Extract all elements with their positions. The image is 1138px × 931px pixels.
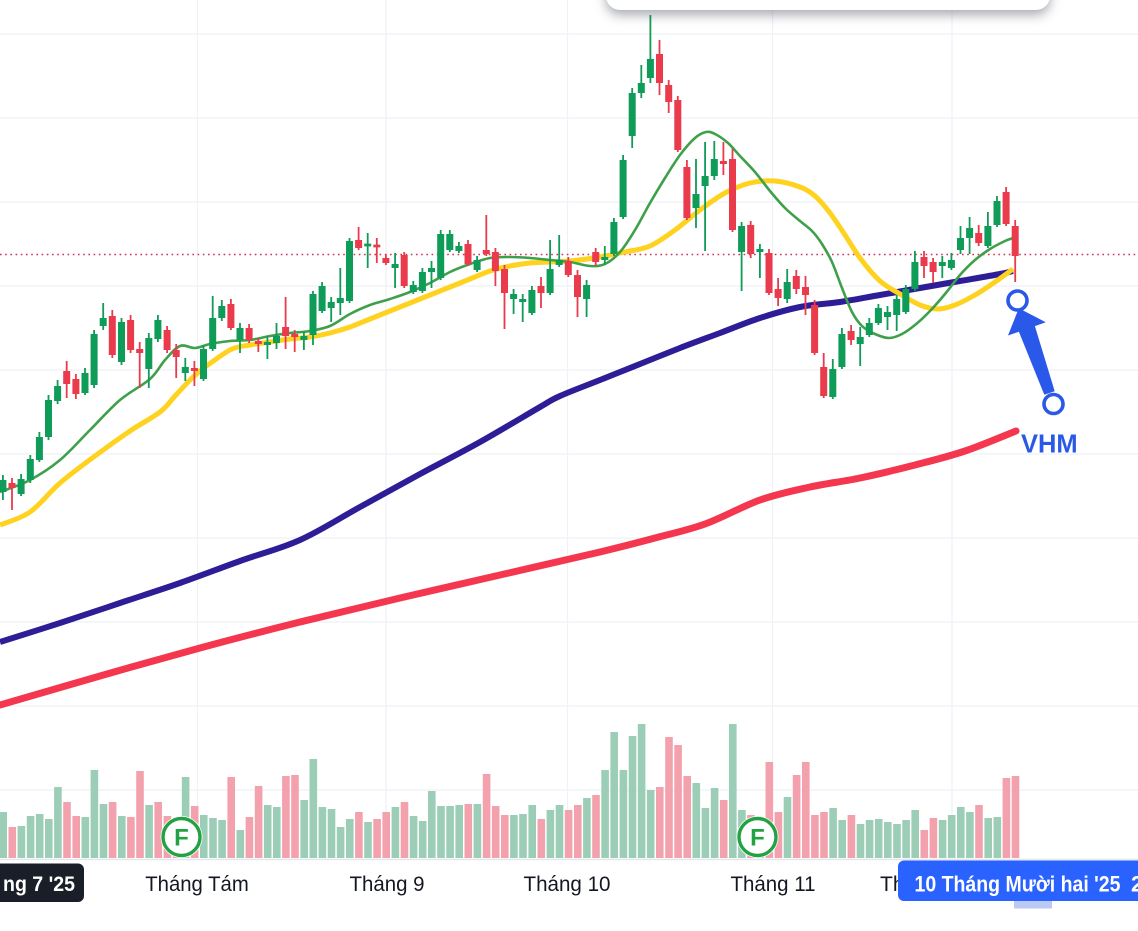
svg-text:F: F [174,825,189,852]
svg-text:F: F [750,825,765,852]
svg-text:Tháng 11: Tháng 11 [731,873,816,896]
svg-text:10 Tháng Mười hai '25: 10 Tháng Mười hai '25 [915,872,1121,897]
svg-text:Tháng Tám: Tháng Tám [145,873,249,896]
svg-text:2: 2 [1131,872,1138,897]
svg-text:ng 7 '25: ng 7 '25 [3,873,75,896]
svg-text:Tháng 9: Tháng 9 [350,873,425,896]
svg-text:VHM: VHM [1021,431,1078,459]
svg-text:Tháng 10: Tháng 10 [524,873,611,896]
